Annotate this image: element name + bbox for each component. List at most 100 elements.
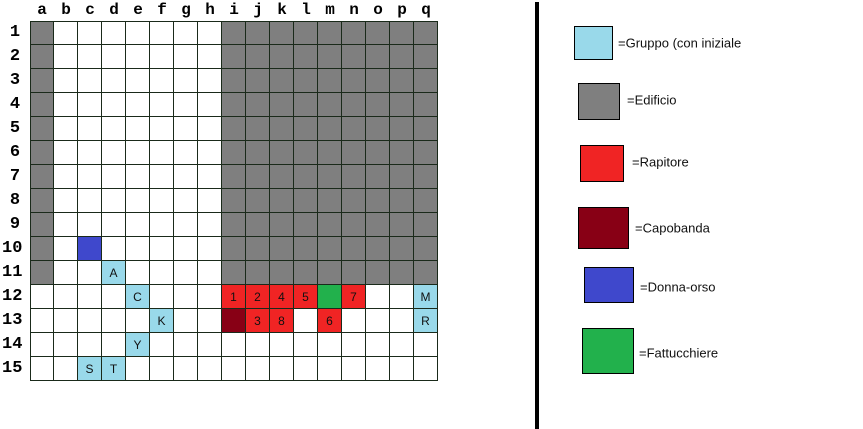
cell-h14 [198, 333, 222, 357]
cell-b3 [54, 69, 78, 93]
cell-c6 [78, 141, 102, 165]
cell-l8-edificio [294, 189, 318, 213]
column-label-l: l [301, 1, 311, 19]
column-label-c: c [85, 1, 95, 19]
cell-f14 [150, 333, 174, 357]
cell-b9 [54, 213, 78, 237]
cell-m2-edificio [318, 45, 342, 69]
cell-j8-edificio [246, 189, 270, 213]
cell-b12 [54, 285, 78, 309]
cell-k8-edificio [270, 189, 294, 213]
cell-q13-gruppo: R [414, 309, 438, 333]
cell-m14 [318, 333, 342, 357]
cell-h15 [198, 357, 222, 381]
cell-q10-edificio [414, 237, 438, 261]
column-label-q: q [421, 1, 431, 19]
row-label-14: 14 [2, 335, 23, 354]
cell-m12-fattucchiere [318, 285, 342, 309]
cell-m9-edificio [318, 213, 342, 237]
legend-swatch-gruppo [574, 26, 613, 60]
cell-n2-edificio [342, 45, 366, 69]
cell-j4-edificio [246, 93, 270, 117]
cell-e8 [126, 189, 150, 213]
cell-a8-edificio [30, 189, 54, 213]
cell-k6-edificio [270, 141, 294, 165]
cell-q4-edificio [414, 93, 438, 117]
cell-c10-donna-orso [78, 237, 102, 261]
cell-label: Y [133, 337, 142, 352]
cell-m6-edificio [318, 141, 342, 165]
cell-q15 [414, 357, 438, 381]
cell-o15 [366, 357, 390, 381]
cell-o11-edificio [366, 261, 390, 285]
cell-l14 [294, 333, 318, 357]
cell-c5 [78, 117, 102, 141]
cell-p11-edificio [390, 261, 414, 285]
cell-p12 [390, 285, 414, 309]
cell-d4 [102, 93, 126, 117]
cell-label: S [85, 361, 94, 376]
column-label-o: o [373, 1, 383, 19]
cell-e3 [126, 69, 150, 93]
cell-d10 [102, 237, 126, 261]
cell-g7 [174, 165, 198, 189]
cell-g4 [174, 93, 198, 117]
cell-l9-edificio [294, 213, 318, 237]
cell-g13 [174, 309, 198, 333]
cell-k10-edificio [270, 237, 294, 261]
row-label-12: 12 [2, 287, 23, 306]
row-label-5: 5 [9, 119, 21, 138]
cell-a9-edificio [30, 213, 54, 237]
cell-f3 [150, 69, 174, 93]
cell-g14 [174, 333, 198, 357]
cell-g10 [174, 237, 198, 261]
cell-e14-gruppo: Y [126, 333, 150, 357]
cell-a3-edificio [30, 69, 54, 93]
row-label-2: 2 [9, 47, 21, 66]
legend-swatch-rapitore [580, 145, 624, 182]
cell-l1-edificio [294, 21, 318, 45]
cell-o4-edificio [366, 93, 390, 117]
cell-i2-edificio [222, 45, 246, 69]
cell-i7-edificio [222, 165, 246, 189]
cell-d2 [102, 45, 126, 69]
cell-j5-edificio [246, 117, 270, 141]
cell-p2-edificio [390, 45, 414, 69]
row-label-1: 1 [9, 23, 21, 42]
cell-a5-edificio [30, 117, 54, 141]
cell-h4 [198, 93, 222, 117]
cell-q2-edificio [414, 45, 438, 69]
column-label-f: f [157, 1, 167, 19]
cell-n14 [342, 333, 366, 357]
cell-f4 [150, 93, 174, 117]
cell-l13 [294, 309, 318, 333]
cell-c15-gruppo: S [78, 357, 102, 381]
cell-b14 [54, 333, 78, 357]
column-label-n: n [349, 1, 359, 19]
cell-i10-edificio [222, 237, 246, 261]
row-label-7: 7 [9, 167, 21, 186]
cell-j7-edificio [246, 165, 270, 189]
cell-q3-edificio [414, 69, 438, 93]
cell-h10 [198, 237, 222, 261]
cell-q6-edificio [414, 141, 438, 165]
cell-h13 [198, 309, 222, 333]
cell-g1 [174, 21, 198, 45]
cell-j11-edificio [246, 261, 270, 285]
cell-n4-edificio [342, 93, 366, 117]
row-label-13: 13 [2, 311, 23, 330]
cell-q9-edificio [414, 213, 438, 237]
cell-c11 [78, 261, 102, 285]
cell-n6-edificio [342, 141, 366, 165]
column-label-a: a [37, 1, 47, 19]
row-label-6: 6 [9, 143, 21, 162]
cell-p14 [390, 333, 414, 357]
cell-f7 [150, 165, 174, 189]
cell-n8-edificio [342, 189, 366, 213]
cell-e13 [126, 309, 150, 333]
cell-b8 [54, 189, 78, 213]
legend-swatch-fattucchiere [582, 328, 634, 374]
row-label-4: 4 [9, 95, 21, 114]
cell-b10 [54, 237, 78, 261]
cell-a11-edificio [30, 261, 54, 285]
